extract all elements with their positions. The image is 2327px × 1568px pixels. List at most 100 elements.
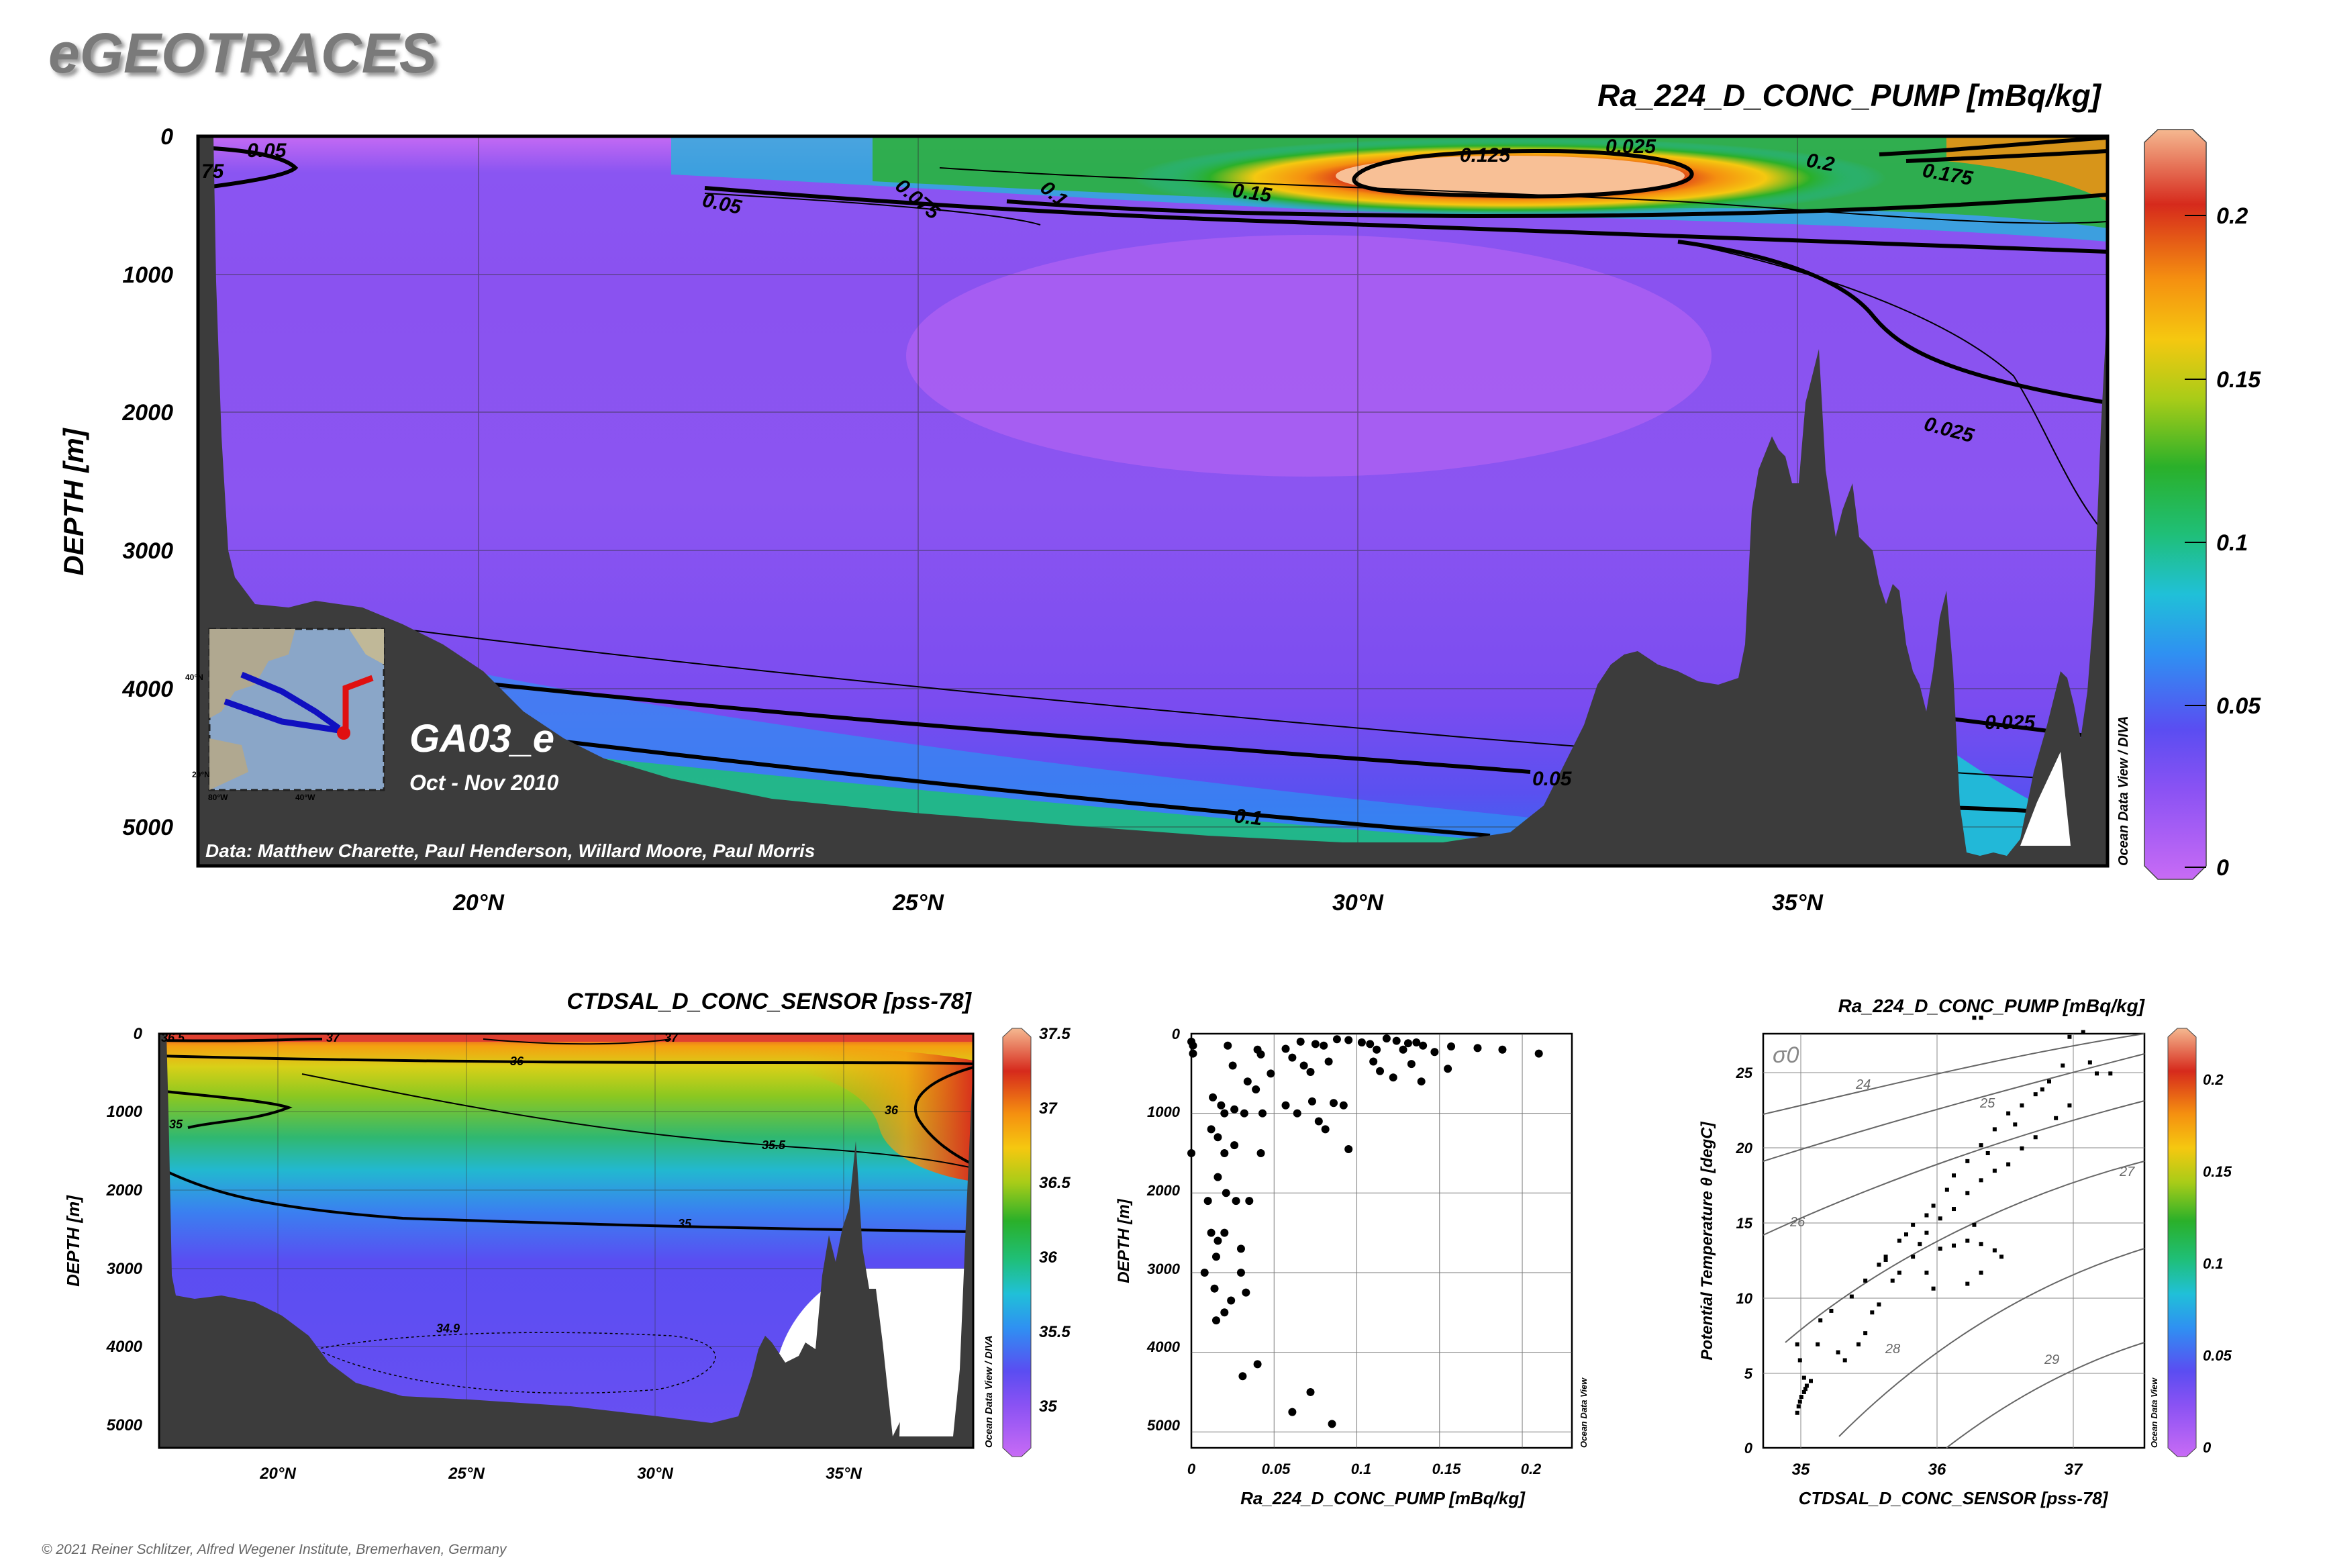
- ts-frame: [1762, 1032, 2146, 1449]
- data-point: [1232, 1197, 1240, 1206]
- inset-lon-tick: 80°W: [208, 793, 228, 802]
- colorbar-tick: 36.5: [1039, 1174, 1071, 1192]
- data-point: [1293, 1109, 1301, 1118]
- data-point: [1187, 1148, 1195, 1157]
- data-point: [1870, 1310, 1875, 1315]
- data-point: [1799, 1395, 1803, 1400]
- data-point: [1795, 1342, 1799, 1346]
- ts-grid: [1763, 1034, 2144, 1448]
- y-tick: 3000: [107, 1260, 143, 1278]
- colorbar-tick: 35.5: [1039, 1323, 1071, 1341]
- data-point: [1243, 1077, 1252, 1086]
- contour-label: 35: [678, 1217, 692, 1230]
- colorbar-tick: 0.2: [2216, 203, 2248, 229]
- salinity-section-plot: CTDSAL_D_CONC_SENSOR [pss-78]: [63, 989, 1071, 1483]
- ts-title: Ra_224_D_CONC_PUMP [mBq/kg]: [1838, 995, 2146, 1016]
- data-point: [1344, 1036, 1353, 1044]
- x-tick: 25°N: [448, 1465, 485, 1483]
- data-point: [1210, 1284, 1219, 1293]
- data-point: [1256, 1148, 1265, 1157]
- data-point: [1230, 1105, 1239, 1114]
- main-frame: [196, 134, 2110, 868]
- data-point: [1931, 1204, 1936, 1208]
- data-point: [2067, 1034, 2072, 1039]
- ts-y-ticks: 0 5 10 15 20 25: [1736, 1065, 1753, 1457]
- data-point: [2047, 1079, 2051, 1084]
- colorbar-tick: 0.15: [2216, 367, 2261, 393]
- isopycnal-labels: 24 25 26 27 28 29: [1789, 1077, 2135, 1367]
- salinity-contour-labels: 36.5 37 37 36 36 35 35.5 35 34.9: [161, 1031, 899, 1335]
- x-tick: 25°N: [892, 890, 944, 916]
- data-point: [1267, 1069, 1275, 1078]
- data-point: [1220, 1109, 1229, 1118]
- x-tick: 20°N: [259, 1465, 296, 1483]
- main-section-plot: Ra_224_D_CONC_PUMP [mBq/kg]: [58, 78, 2261, 916]
- data-point: [1228, 1061, 1237, 1070]
- data-point: [1217, 1101, 1226, 1110]
- data-point: [1809, 1379, 1813, 1383]
- data-point: [1240, 1109, 1248, 1118]
- data-point: [1972, 1222, 1977, 1227]
- inset-lat-tick: 20°N: [192, 770, 210, 779]
- data-point: [1931, 1286, 1936, 1291]
- data-point: [1207, 1125, 1216, 1134]
- x-tick: 35°N: [826, 1465, 862, 1483]
- contour-label: 0.15: [1231, 179, 1274, 207]
- data-point: [1447, 1042, 1456, 1050]
- salinity-y-label: DEPTH [m]: [63, 1195, 83, 1287]
- data-point: [2108, 1071, 2113, 1076]
- data-point: [2013, 1122, 2018, 1127]
- salinity-title: CTDSAL_D_CONC_SENSOR [pss-78]: [566, 989, 972, 1014]
- data-point: [1924, 1270, 1929, 1275]
- data-point: [1328, 1420, 1336, 1428]
- data-point: [1281, 1101, 1290, 1110]
- data-point: [1214, 1236, 1222, 1245]
- contour-label: 37: [326, 1031, 340, 1044]
- data-point: [1238, 1372, 1247, 1381]
- data-point: [1376, 1067, 1385, 1075]
- data-point: [1211, 1253, 1220, 1261]
- y-tick: 0: [1172, 1026, 1181, 1042]
- data-point: [1307, 1097, 1316, 1106]
- data-point: [1904, 1232, 1908, 1237]
- main-colorbar: 0.2 0.15 0.1 0.05 0: [2144, 129, 2261, 881]
- data-point: [1944, 1187, 1949, 1192]
- ts-watermark: Ocean Data View: [2149, 1377, 2159, 1448]
- main-watermark: Ocean Data View / DIVA: [2116, 716, 2131, 866]
- y-tick: 4000: [121, 677, 173, 702]
- data-point: [1311, 1040, 1320, 1048]
- main-y-ticks: 0 1000 2000 3000 4000 5000: [121, 124, 173, 840]
- data-point: [1938, 1246, 1942, 1251]
- data-point: [1897, 1270, 1901, 1275]
- data-point: [1801, 1375, 1806, 1380]
- x-tick: 20°N: [452, 890, 505, 916]
- data-point: [1911, 1222, 1916, 1227]
- data-point: [2081, 1030, 2085, 1034]
- data-point: [1918, 1242, 1922, 1246]
- contour-label: 35.5: [762, 1138, 786, 1152]
- y-tick: 5000: [1147, 1417, 1181, 1434]
- salinity-contours: [159, 1038, 973, 1394]
- data-point: [1897, 1238, 1901, 1243]
- data-point: [1796, 1404, 1801, 1409]
- data-point: [1883, 1255, 1888, 1259]
- data-point: [1392, 1036, 1401, 1045]
- data-point: [2006, 1111, 2011, 1116]
- isopycnal-label: 25: [1979, 1096, 1995, 1111]
- x-tick: 35°N: [1772, 890, 1824, 916]
- colorbar-tick: 0.1: [2216, 530, 2248, 556]
- salinity-high-patch: [805, 1047, 973, 1181]
- contour-label: 37: [664, 1031, 679, 1044]
- salinity-colorbar: 37.5 37 36.5 36 35.5 35: [1002, 1025, 1071, 1457]
- surface-core: [1336, 156, 1685, 196]
- data-point: [1209, 1093, 1218, 1101]
- data-point: [1227, 1296, 1236, 1305]
- salinity-watermark: Ocean Data View / DIVA: [983, 1335, 995, 1448]
- y-tick: 2000: [1146, 1182, 1181, 1199]
- y-tick: 0: [1744, 1440, 1753, 1457]
- data-point: [1877, 1302, 1881, 1307]
- y-tick: 1000: [107, 1103, 143, 1121]
- brand-logo: eGEOTRACES: [48, 21, 437, 85]
- data-point: [1829, 1308, 1834, 1313]
- data-point: [1203, 1197, 1212, 1206]
